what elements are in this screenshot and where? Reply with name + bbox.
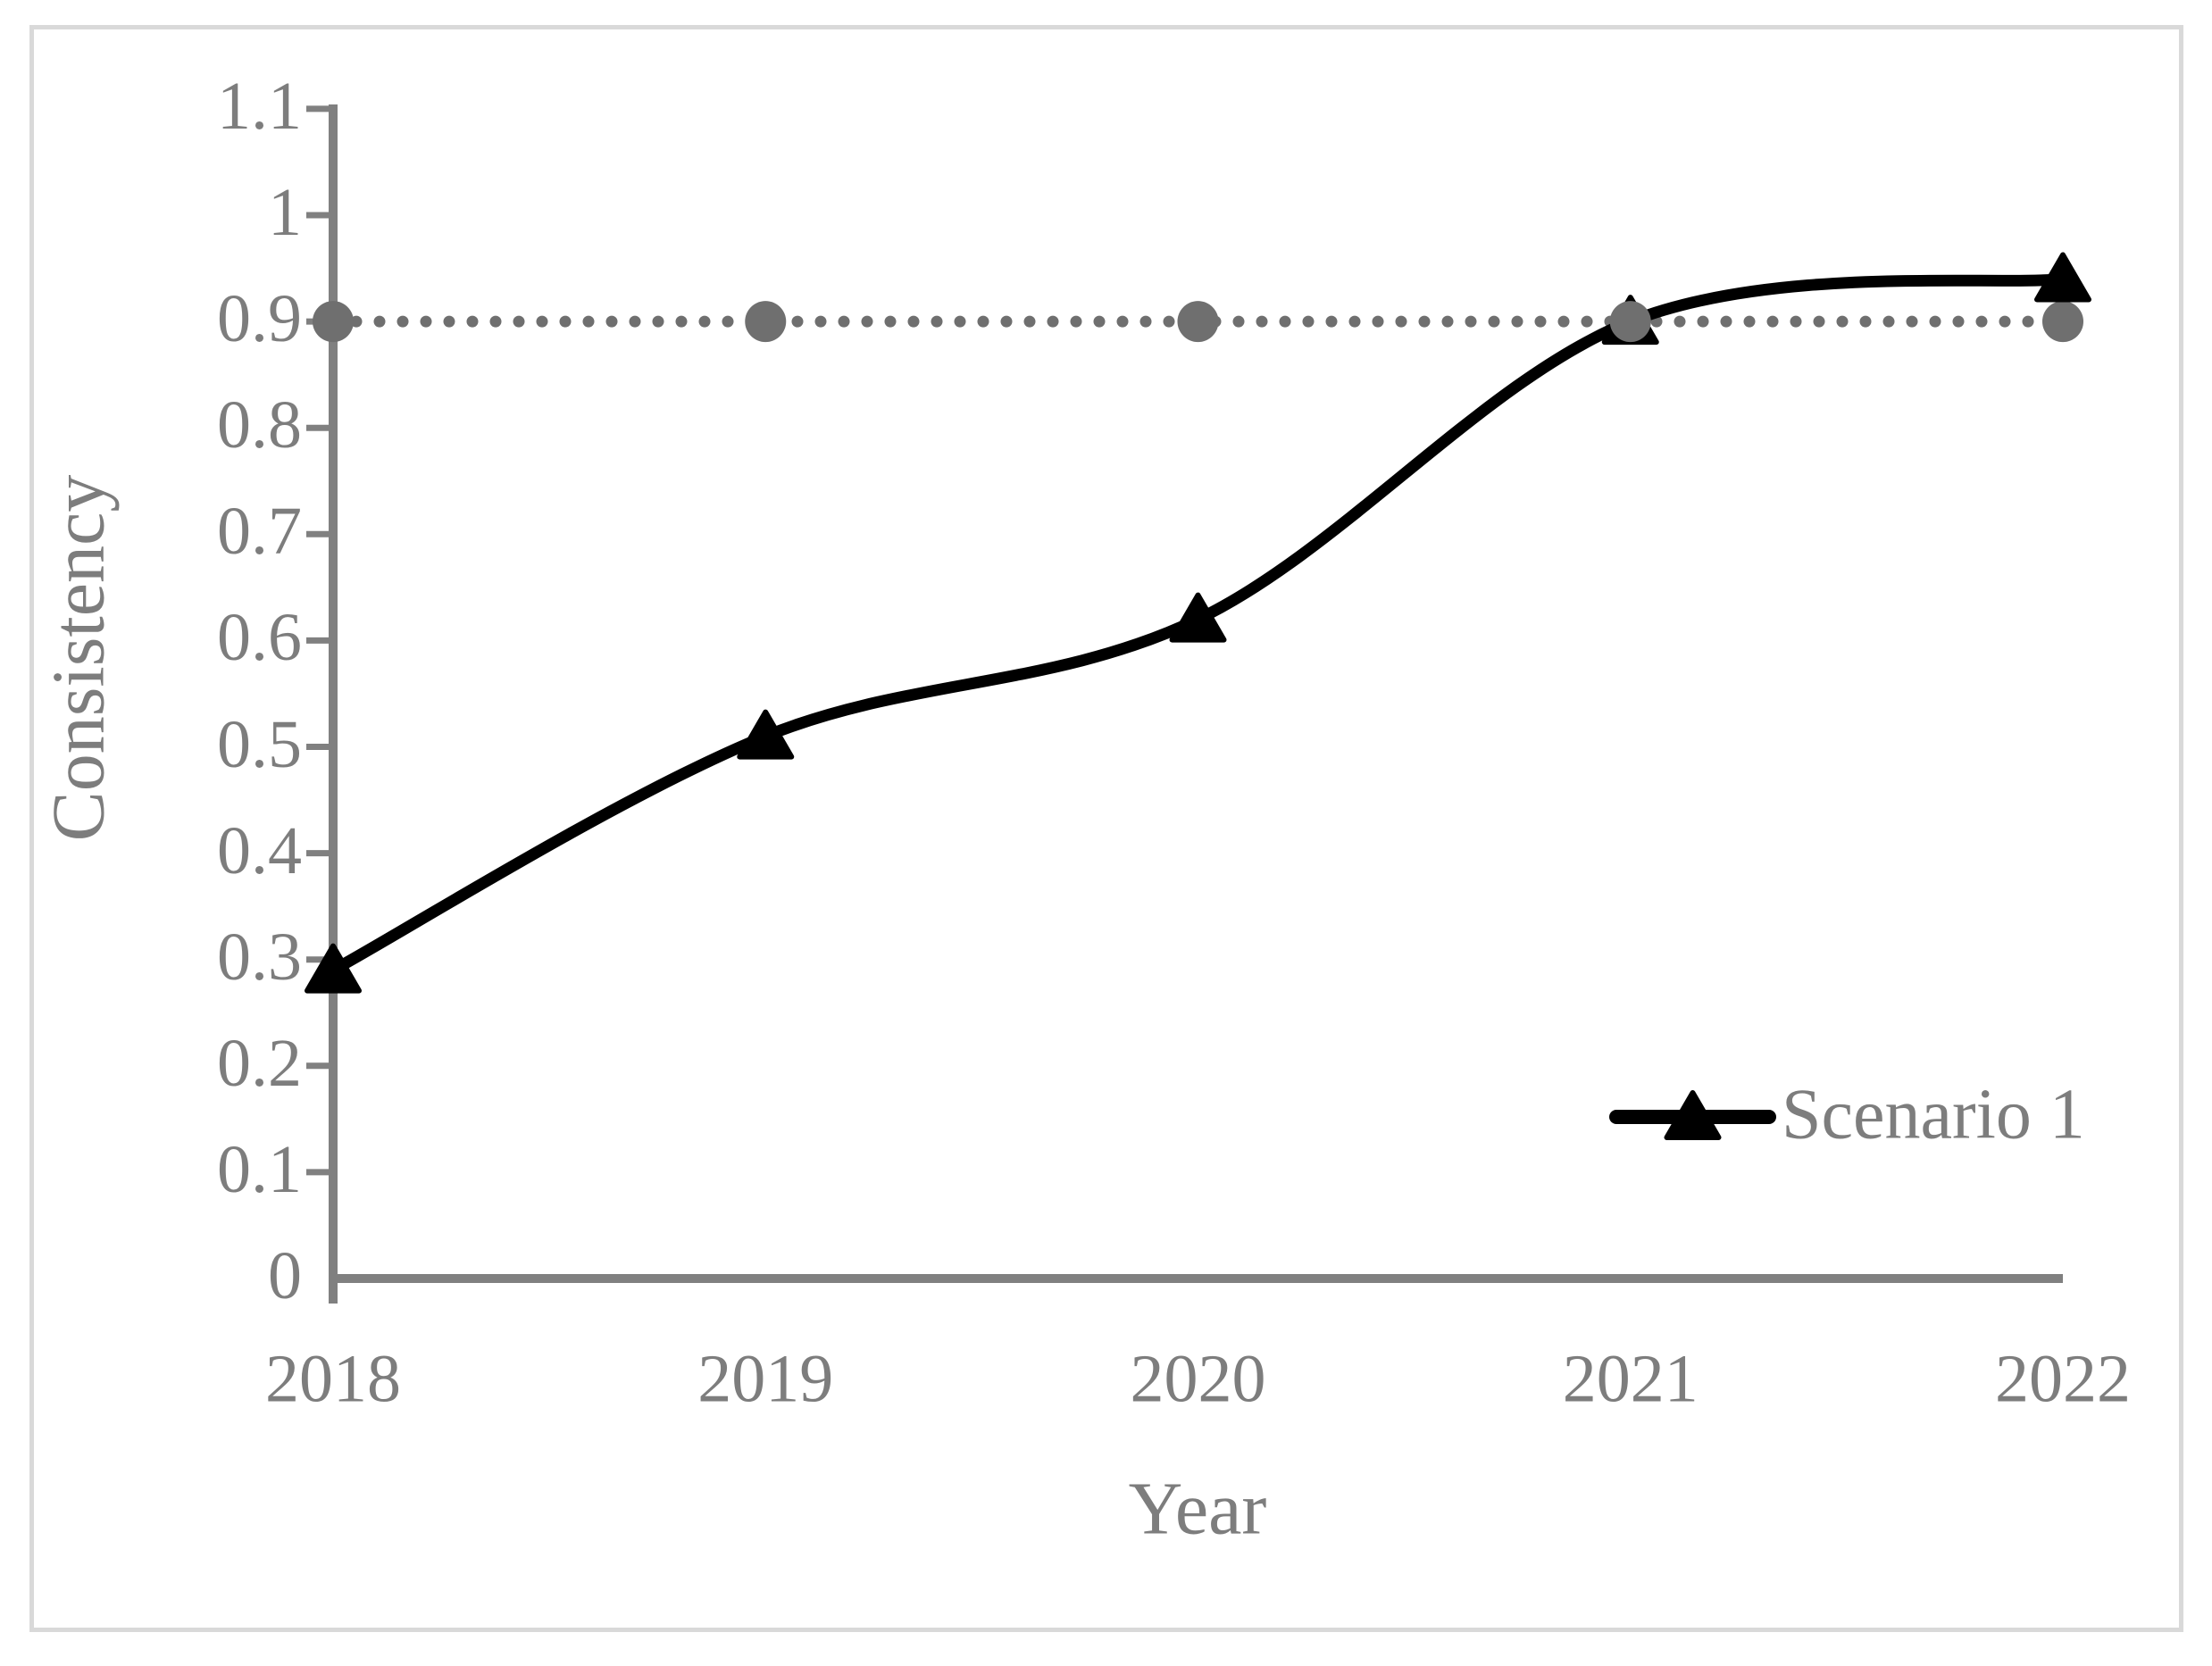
x-tick-label: 2020 bbox=[1130, 1341, 1266, 1417]
scenario1-triangle-marker bbox=[2034, 252, 2091, 303]
scenario1-triangle-marker bbox=[737, 709, 795, 760]
y-tick-label: 0 bbox=[268, 1237, 302, 1313]
y-tick-label: 0.9 bbox=[217, 280, 302, 356]
legend-label-scenario-1: Scenario 1 bbox=[1782, 1075, 2085, 1154]
y-tick-label: 0.7 bbox=[217, 494, 302, 570]
y-tick-label: 0.8 bbox=[217, 387, 302, 463]
y-tick-label: 0.5 bbox=[217, 706, 302, 782]
reference-circle-marker bbox=[1609, 301, 1651, 343]
reference-circle-marker bbox=[745, 301, 787, 343]
y-tick-label: 0.3 bbox=[217, 919, 302, 995]
y-tick-label: 0.4 bbox=[217, 812, 302, 888]
scenario1-triangle-marker bbox=[1169, 592, 1227, 643]
x-tick-label: 2019 bbox=[697, 1341, 834, 1417]
reference-circle-marker bbox=[313, 301, 354, 343]
y-tick-label: 1 bbox=[268, 174, 302, 250]
y-tick-label: 0.6 bbox=[217, 600, 302, 676]
y-tick-label: 0.1 bbox=[217, 1131, 302, 1207]
scenario1-triangle-marker bbox=[305, 943, 362, 994]
x-tick-label: 2021 bbox=[1562, 1341, 1699, 1417]
y-tick-label: 1.1 bbox=[217, 68, 302, 144]
x-tick-label: 2018 bbox=[265, 1341, 401, 1417]
reference-circle-marker bbox=[2042, 301, 2083, 343]
x-axis-title: Year bbox=[1128, 1467, 1267, 1551]
legend-triangle-icon bbox=[1664, 1090, 1722, 1140]
x-tick-label: 2022 bbox=[1995, 1341, 2131, 1417]
y-tick-label: 0.2 bbox=[217, 1025, 302, 1101]
y-axis-title: Consistency bbox=[37, 474, 121, 842]
reference-circle-marker bbox=[1177, 301, 1219, 343]
